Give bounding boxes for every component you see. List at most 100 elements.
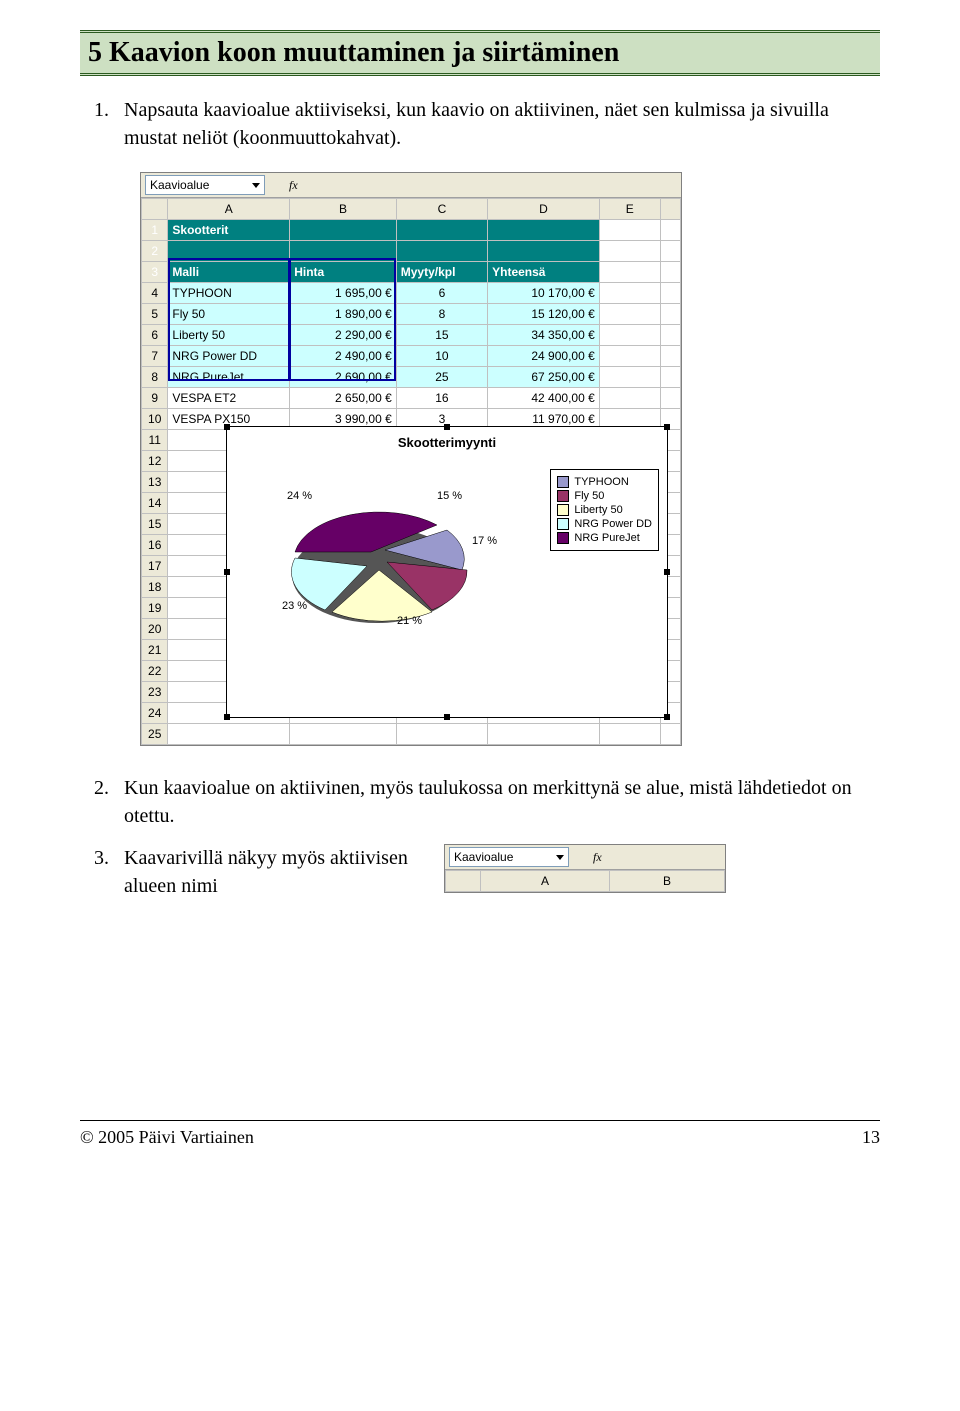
resize-handle[interactable] — [224, 714, 230, 720]
cell[interactable] — [488, 241, 600, 262]
cell[interactable]: 2 290,00 € — [290, 325, 397, 346]
row-header[interactable]: 20 — [142, 619, 168, 640]
cell[interactable]: 34 350,00 € — [488, 325, 600, 346]
cell[interactable]: Yhteensä — [488, 262, 600, 283]
cell[interactable] — [599, 325, 660, 346]
col-header[interactable]: A — [168, 199, 290, 220]
cell[interactable] — [290, 220, 397, 241]
row-header[interactable]: 10 — [142, 409, 168, 430]
row-header[interactable]: 19 — [142, 598, 168, 619]
cell[interactable] — [599, 367, 660, 388]
cell[interactable]: NRG Power DD — [168, 346, 290, 367]
row-header[interactable]: 21 — [142, 640, 168, 661]
dropdown-icon[interactable] — [556, 855, 564, 860]
cell[interactable] — [168, 241, 290, 262]
cell[interactable]: TYPHOON — [168, 283, 290, 304]
cell[interactable]: 10 170,00 € — [488, 283, 600, 304]
cell[interactable]: Hinta — [290, 262, 397, 283]
cell[interactable]: Skootterit — [168, 220, 290, 241]
col-header[interactable]: B — [290, 199, 397, 220]
cell[interactable] — [660, 346, 680, 367]
row-header[interactable]: 7 — [142, 346, 168, 367]
resize-handle[interactable] — [444, 424, 450, 430]
name-box[interactable]: Kaavioalue — [145, 175, 265, 195]
resize-handle[interactable] — [664, 569, 670, 575]
row-header[interactable]: 22 — [142, 661, 168, 682]
cell[interactable]: 67 250,00 € — [488, 367, 600, 388]
cell[interactable]: VESPA ET2 — [168, 388, 290, 409]
row-header[interactable]: 25 — [142, 724, 168, 745]
row-header[interactable]: 2 — [142, 241, 168, 262]
col-header[interactable]: B — [610, 871, 725, 892]
row-header[interactable]: 23 — [142, 682, 168, 703]
row-header[interactable]: 1 — [142, 220, 168, 241]
corner-cell[interactable] — [142, 199, 168, 220]
cell[interactable]: 2 690,00 € — [290, 367, 397, 388]
cell[interactable] — [660, 241, 680, 262]
resize-handle[interactable] — [224, 424, 230, 430]
row-header[interactable]: 12 — [142, 451, 168, 472]
cell[interactable]: Liberty 50 — [168, 325, 290, 346]
cell[interactable] — [396, 241, 487, 262]
resize-handle[interactable] — [224, 569, 230, 575]
resize-handle[interactable] — [664, 424, 670, 430]
col-header[interactable] — [660, 199, 680, 220]
cell[interactable]: 6 — [396, 283, 487, 304]
cell[interactable] — [599, 388, 660, 409]
cell[interactable]: 25 — [396, 367, 487, 388]
cell[interactable] — [488, 220, 600, 241]
col-header[interactable]: E — [599, 199, 660, 220]
cell[interactable] — [660, 304, 680, 325]
cell[interactable] — [660, 283, 680, 304]
row-header[interactable]: 18 — [142, 577, 168, 598]
cell[interactable]: 10 — [396, 346, 487, 367]
row-header[interactable]: 3 — [142, 262, 168, 283]
cell[interactable]: 8 — [396, 304, 487, 325]
cell[interactable] — [660, 325, 680, 346]
cell[interactable]: Myyty/kpl — [396, 262, 487, 283]
row-header[interactable]: 15 — [142, 514, 168, 535]
cell[interactable] — [660, 262, 680, 283]
cell[interactable]: 16 — [396, 388, 487, 409]
row-header[interactable]: 6 — [142, 325, 168, 346]
cell[interactable] — [396, 220, 487, 241]
cell[interactable] — [599, 262, 660, 283]
cell[interactable] — [599, 346, 660, 367]
cell[interactable] — [660, 220, 680, 241]
dropdown-icon[interactable] — [252, 183, 260, 188]
cell[interactable]: 1 695,00 € — [290, 283, 397, 304]
col-header[interactable]: A — [481, 871, 610, 892]
row-header[interactable]: 14 — [142, 493, 168, 514]
cell[interactable] — [660, 367, 680, 388]
col-header[interactable]: C — [396, 199, 487, 220]
cell[interactable]: 2 490,00 € — [290, 346, 397, 367]
resize-handle[interactable] — [664, 714, 670, 720]
row-header[interactable]: 8 — [142, 367, 168, 388]
name-box-small[interactable]: Kaavioalue — [449, 847, 569, 867]
chart-object[interactable]: Skootterimyynti — [226, 426, 668, 718]
row-header[interactable]: 11 — [142, 430, 168, 451]
cell[interactable]: 24 900,00 € — [488, 346, 600, 367]
row-header[interactable]: 13 — [142, 472, 168, 493]
row-header[interactable]: 16 — [142, 535, 168, 556]
cell[interactable] — [599, 241, 660, 262]
col-header[interactable]: D — [488, 199, 600, 220]
cell[interactable]: 1 890,00 € — [290, 304, 397, 325]
resize-handle[interactable] — [444, 714, 450, 720]
cell[interactable] — [660, 388, 680, 409]
cell[interactable] — [290, 241, 397, 262]
cell[interactable] — [599, 220, 660, 241]
row-header[interactable]: 17 — [142, 556, 168, 577]
cell[interactable]: NRG PureJet — [168, 367, 290, 388]
row-header[interactable]: 9 — [142, 388, 168, 409]
row-header[interactable]: 24 — [142, 703, 168, 724]
corner-cell[interactable] — [446, 871, 481, 892]
row-header[interactable]: 4 — [142, 283, 168, 304]
cell[interactable]: 15 — [396, 325, 487, 346]
cell[interactable]: Fly 50 — [168, 304, 290, 325]
row-header[interactable]: 5 — [142, 304, 168, 325]
cell[interactable]: 42 400,00 € — [488, 388, 600, 409]
cell[interactable] — [599, 283, 660, 304]
cell[interactable]: 2 650,00 € — [290, 388, 397, 409]
cell[interactable] — [599, 304, 660, 325]
